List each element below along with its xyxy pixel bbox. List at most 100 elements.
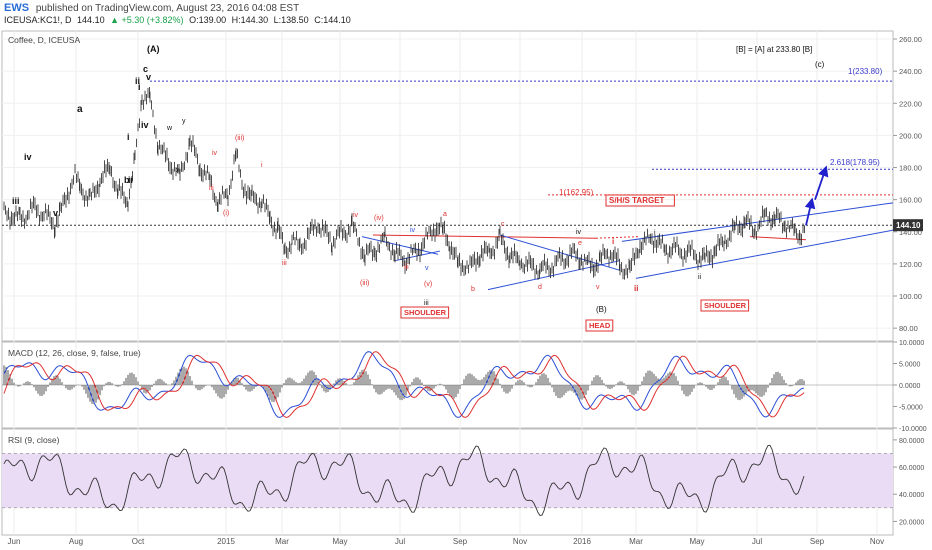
- change-value: ▲ +5.30 (+3.82%): [110, 15, 184, 25]
- wave-count-label: (iii): [235, 135, 244, 142]
- shoulder-left-box: SHOULDER: [404, 308, 447, 317]
- y-tick-label: 80.00: [899, 324, 918, 333]
- wave-count-label: iii: [209, 185, 214, 192]
- wave-A-label: (A): [147, 44, 160, 54]
- y-tick-label: 160.00: [899, 196, 922, 205]
- macd-line: [3, 351, 805, 419]
- wave-count-label: i: [127, 132, 130, 142]
- b-equals-a-label: [B] = [A] at 233.80 [B]: [736, 45, 812, 54]
- wave-count-label: v: [596, 284, 600, 291]
- channel-lower-right: [635, 229, 894, 279]
- wave-count-label: b: [471, 286, 475, 293]
- rsi-tick-label: 20.0000: [899, 519, 924, 526]
- wave-count-label: c: [143, 64, 148, 74]
- x-tick-label: Jun: [8, 537, 21, 546]
- chart-canvas[interactable]: Coffee, D, ICEUSA MACD (12, 26, close, 9,…: [0, 30, 932, 550]
- wave-count-label: y: [182, 118, 186, 125]
- triangle-lower: [394, 250, 441, 262]
- last-price: 144.10: [77, 15, 105, 25]
- x-tick-label: May: [332, 537, 347, 546]
- wave-count-label: (iv): [374, 215, 384, 222]
- x-tick-label: 2015: [217, 537, 235, 546]
- low-value: L:138.50: [273, 15, 309, 25]
- main-panel-title: Coffee, D, ICEUSA: [8, 35, 80, 45]
- wave-c-label: (c): [815, 60, 825, 69]
- x-tick-label: Nov: [870, 537, 884, 546]
- macd-tick-label: -10.0000: [899, 426, 927, 433]
- wave-count-label: i: [261, 162, 263, 169]
- wave-count-label: ii: [128, 175, 133, 185]
- shoulder-right-box: SHOULDER: [704, 301, 747, 310]
- wave-count-label: ii: [135, 76, 140, 86]
- x-tick-label: Sep: [810, 537, 825, 546]
- brand-logo[interactable]: EWS: [4, 2, 30, 14]
- x-tick-label: Jul: [395, 537, 405, 546]
- head-box-frame: [585, 319, 614, 332]
- wave-count-label: ii: [634, 284, 638, 293]
- x-tick-label: Mar: [629, 537, 643, 546]
- wave-count-label: i: [138, 82, 141, 92]
- neckline-mid: [595, 236, 641, 239]
- wave-count-label: iv: [141, 120, 149, 130]
- fib-162-label: 1(162.95): [559, 188, 594, 197]
- wave-count-label: iv: [353, 212, 359, 219]
- shoulder-left-box-frame: [400, 306, 450, 319]
- wave-count-label: c: [501, 221, 505, 228]
- y-tick-label: 200.00: [899, 131, 922, 140]
- x-tick-label: Oct: [132, 537, 145, 546]
- price-bars: [3, 87, 805, 280]
- y-tick-label: 140.00: [899, 228, 922, 237]
- last-price-label: 144.10: [896, 221, 921, 230]
- rsi-tick-label: 80.0000: [899, 438, 924, 445]
- y-tick-label: 220.00: [899, 99, 922, 108]
- wave-count-label: v: [146, 72, 151, 82]
- wave-count-label: iv: [212, 150, 218, 157]
- channel-lower-left: [487, 260, 621, 291]
- wave-B-label: (B): [596, 305, 607, 314]
- wave-count-label: v: [425, 265, 429, 272]
- x-tick-label: Sep: [453, 537, 468, 546]
- macd-histogram: [3, 365, 805, 405]
- macd-tick-label: 0.0000: [899, 383, 921, 390]
- x-tick-label: 2016: [573, 537, 591, 546]
- y-tick-label: 180.00: [899, 164, 922, 173]
- close-value: C:144.10: [314, 15, 351, 25]
- wave-count-label: b: [124, 175, 130, 185]
- wave-count-label: (v): [424, 281, 432, 288]
- wave-count-label: iii: [12, 196, 20, 206]
- x-tick-label: Mar: [275, 537, 289, 546]
- wave-count-label: x: [176, 167, 180, 174]
- wave-count-label: (i): [223, 210, 229, 217]
- channel-upper-right: [621, 202, 894, 242]
- wave-count-label: iv: [24, 152, 32, 162]
- head-box: HEAD: [589, 321, 611, 330]
- open-value: O:139.00: [189, 15, 227, 25]
- symbol-label: ICEUSA:KC1!, D: [4, 15, 72, 25]
- wave-count-label: iv: [576, 229, 582, 236]
- wave-count-label: a: [443, 211, 447, 218]
- projection-arrow-1: [804, 197, 816, 226]
- channel-upper-left: [499, 234, 621, 271]
- chart-header: EWS published on TradingView.com, August…: [0, 0, 932, 30]
- macd-tick-label: 10.0000: [899, 340, 924, 347]
- wave-count-label: v: [53, 208, 58, 218]
- y-tick-label: 100.00: [899, 292, 922, 301]
- publish-line: EWS published on TradingView.com, August…: [4, 2, 299, 14]
- wave-count-label: iii: [282, 260, 287, 267]
- macd-signal-line: [3, 351, 805, 418]
- macd-panel-title: MACD (12, 26, close, 9, false, true): [8, 348, 141, 358]
- target-box-frame: [605, 194, 675, 207]
- wave-count-label: iv: [410, 227, 416, 234]
- wave-count-label: iii: [404, 264, 409, 271]
- macd-tick-label: -5.0000: [899, 405, 923, 412]
- ohlc-line: ICEUSA:KC1!, D 144.10 ▲ +5.30 (+3.82%) O…: [4, 15, 354, 25]
- fib-178-label: 2.618(178.95): [830, 158, 880, 167]
- wave-count-label: d: [538, 284, 542, 291]
- shoulder-right-box-frame: [700, 299, 750, 312]
- projection-arrow-2: [814, 165, 829, 200]
- wave-count-label: e: [578, 240, 582, 247]
- neckline-left: [372, 234, 597, 239]
- wave-count-label: i: [612, 237, 614, 246]
- wave-count-label: i: [654, 230, 656, 237]
- rsi-tick-label: 40.0000: [899, 492, 924, 499]
